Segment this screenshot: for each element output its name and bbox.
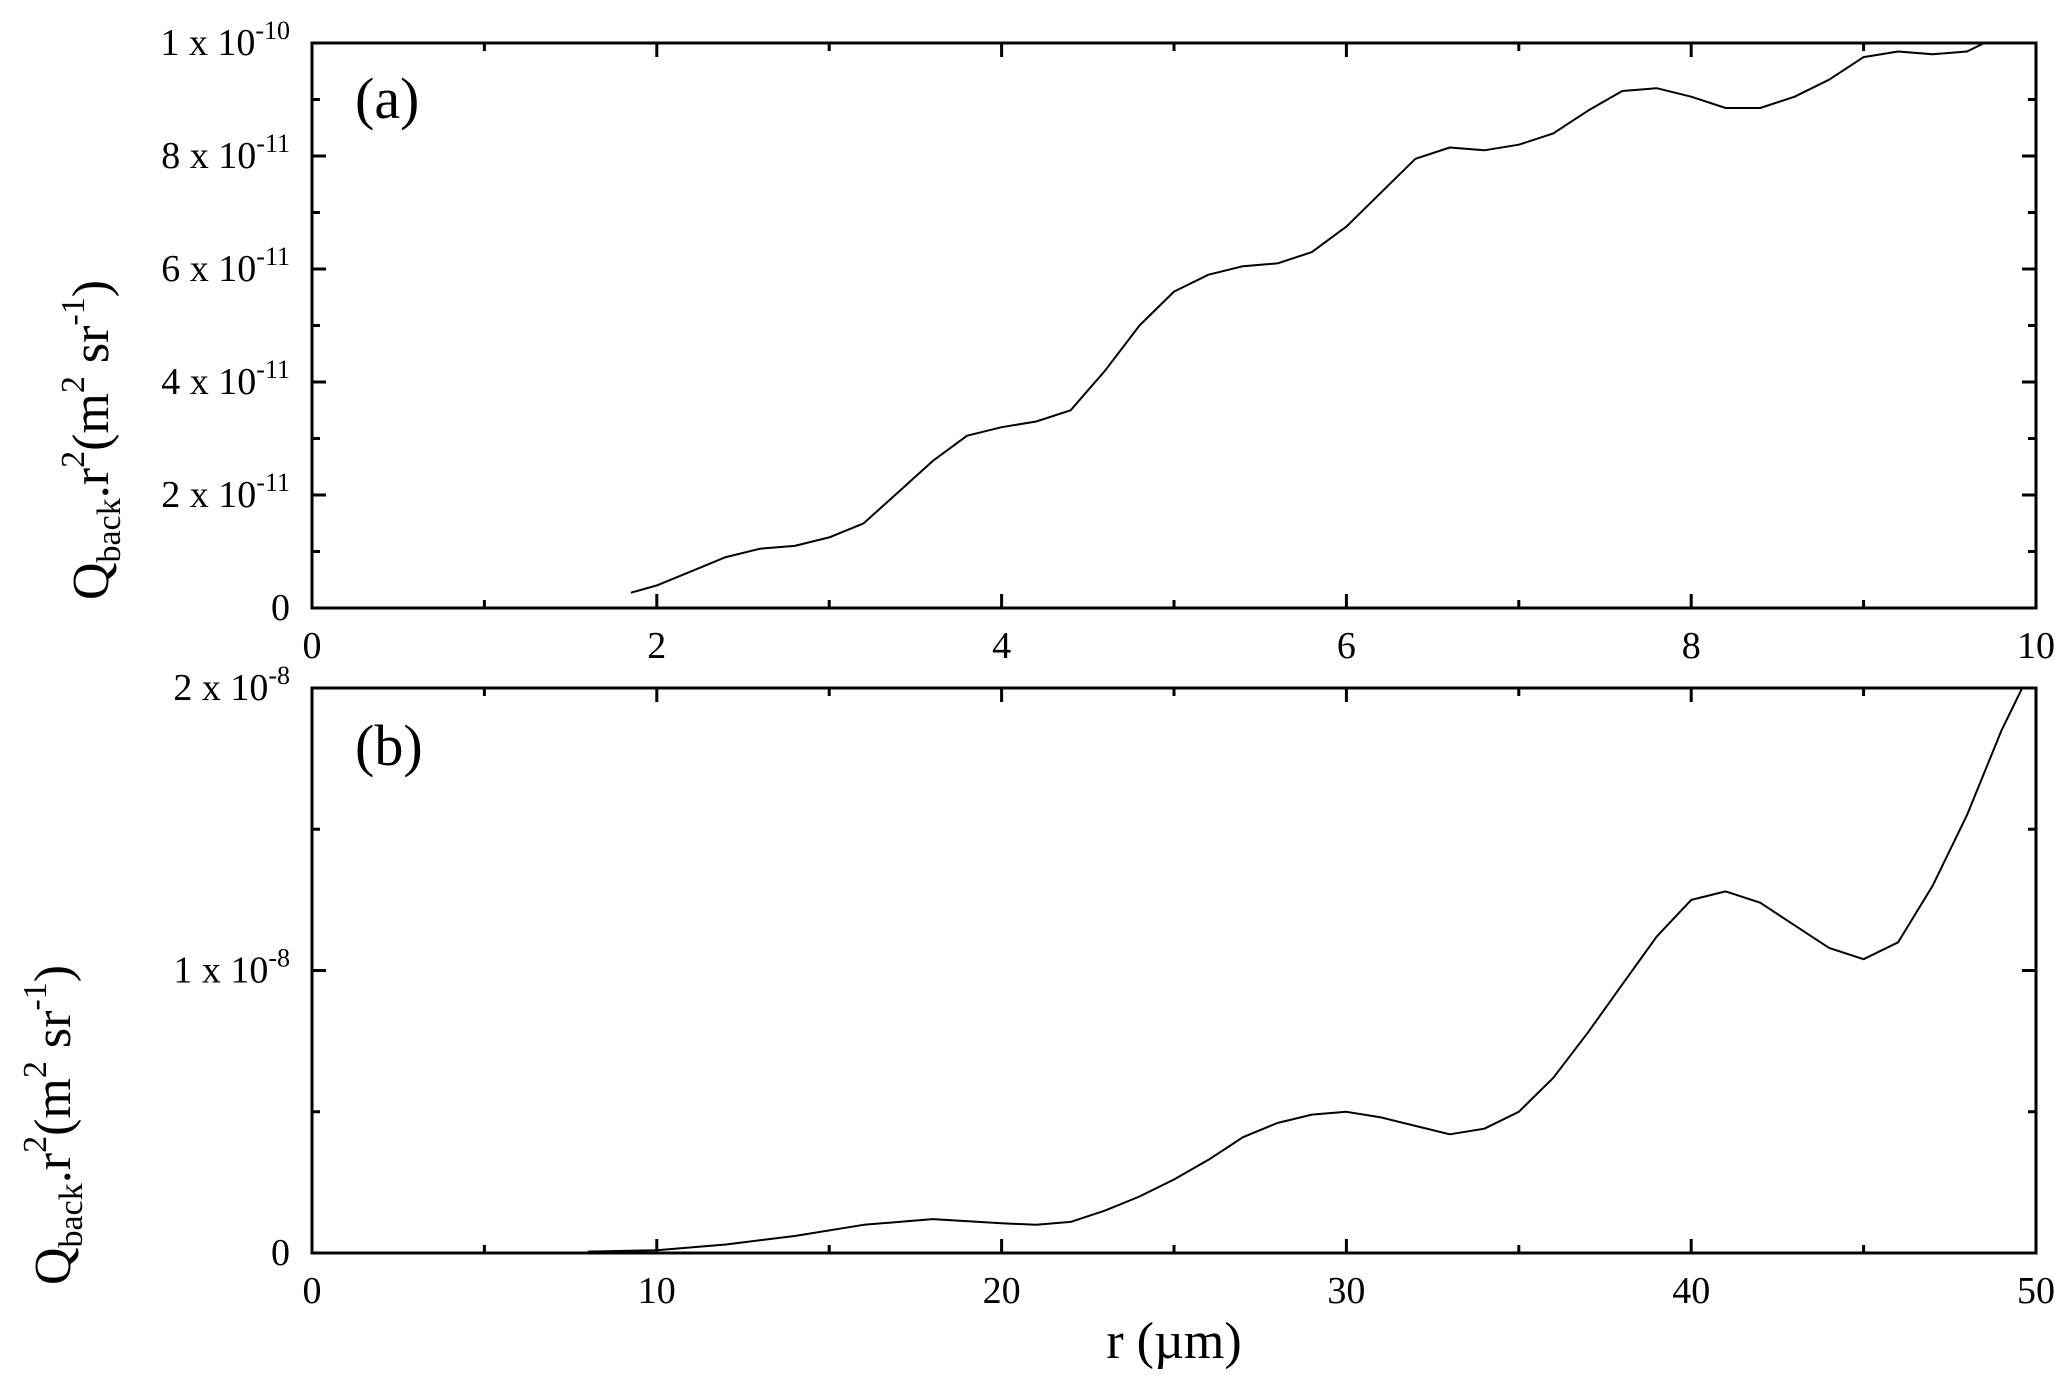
x-tick-label: 10 xyxy=(638,1270,676,1312)
y-tick-label: 6 x 10-11 xyxy=(161,242,290,290)
y-title-main-a: Q xyxy=(63,562,120,600)
x-tick-label: 10 xyxy=(2017,625,2055,667)
y-tick-label: 2 x 10-8 xyxy=(173,661,290,709)
x-tick-label: 6 xyxy=(1337,625,1356,667)
y-title-main-b: Q xyxy=(25,1247,82,1285)
panel-a: 0 2 4 6 8 10 0 2 x 10-11 4 x 10-11 6 x 10-11 8 x 1… xyxy=(55,16,2055,667)
x-tick-label: 40 xyxy=(1672,1270,1710,1312)
y-title-sub-a: back xyxy=(91,498,128,562)
tick-labels-a: 0 2 4 6 8 10 0 2 x 10-11 4 x 10-11 6 x 10-11 8 x 1… xyxy=(160,16,2055,667)
y-title-sup-b: 2 xyxy=(17,1136,54,1153)
series-line xyxy=(587,687,2024,1253)
y-title-rest-a: .r xyxy=(63,468,120,498)
y-title-sup-a: 2 xyxy=(55,451,92,468)
y-tick-label: 2 x 10-11 xyxy=(161,468,290,516)
x-tick-label: 20 xyxy=(983,1270,1021,1312)
panel-label-a: (a) xyxy=(355,66,419,131)
x-tick-label: 8 xyxy=(1682,625,1701,667)
y-title-unit-sup1-a: 2 xyxy=(55,376,92,393)
y-tick-label: 0 xyxy=(271,1232,290,1274)
y-title-unit-open-b: (m xyxy=(25,1078,82,1136)
x-tick-label: 30 xyxy=(1327,1270,1365,1312)
y-title-sub-b: back xyxy=(53,1183,90,1247)
plot-frame-a xyxy=(310,41,2038,610)
y-title-unit-close-b: ) xyxy=(25,965,82,982)
series-line xyxy=(630,42,1985,594)
y-tick-label: 1 x 10-8 xyxy=(173,944,290,992)
series-b xyxy=(587,687,2024,1253)
x-tick-label: 50 xyxy=(2017,1270,2055,1312)
y-title-unit-close-a: ) xyxy=(63,280,120,297)
y-title-unit-sup2-a: -1 xyxy=(55,297,92,325)
ticks-b xyxy=(310,686,2038,1255)
y-title-unit-sup1-b: 2 xyxy=(17,1061,54,1078)
y-title-rest-b: .r xyxy=(25,1153,82,1183)
x-tick-label: 0 xyxy=(303,625,322,667)
y-tick-label: 4 x 10-11 xyxy=(161,355,290,403)
x-tick-label: 2 xyxy=(647,625,666,667)
x-tick-label: 0 xyxy=(303,1270,322,1312)
x-axis-title-b: r (µm) xyxy=(1106,1313,1241,1370)
y-title-unit-mid-b: sr xyxy=(25,1011,82,1062)
y-axis-title-b: Qback.r2(m2 sr-1) xyxy=(17,965,90,1285)
panel-label-b: (b) xyxy=(355,713,423,778)
x-tick-label: 4 xyxy=(992,625,1011,667)
y-title-unit-mid-a: sr xyxy=(63,326,120,377)
y-axis-title-a: Qback.r2(m2 sr-1) xyxy=(55,280,128,600)
tick-labels-b: 0 10 20 30 40 50 0 1 x 10-8 2 x 10-8 xyxy=(173,661,2055,1312)
series-a xyxy=(630,42,1985,594)
panel-b: 0 10 20 30 40 50 0 1 x 10-8 2 x 10-8 (b) Qback.r… xyxy=(17,661,2055,1370)
y-tick-label: 0 xyxy=(271,587,290,629)
ticks-a xyxy=(310,41,2038,610)
y-tick-label: 8 x 10-11 xyxy=(161,129,290,177)
y-title-unit-sup2-b: -1 xyxy=(17,982,54,1010)
y-tick-label: 1 x 10-10 xyxy=(160,16,290,64)
plot-frame-b xyxy=(310,686,2038,1255)
y-title-unit-open-a: (m xyxy=(63,393,120,451)
